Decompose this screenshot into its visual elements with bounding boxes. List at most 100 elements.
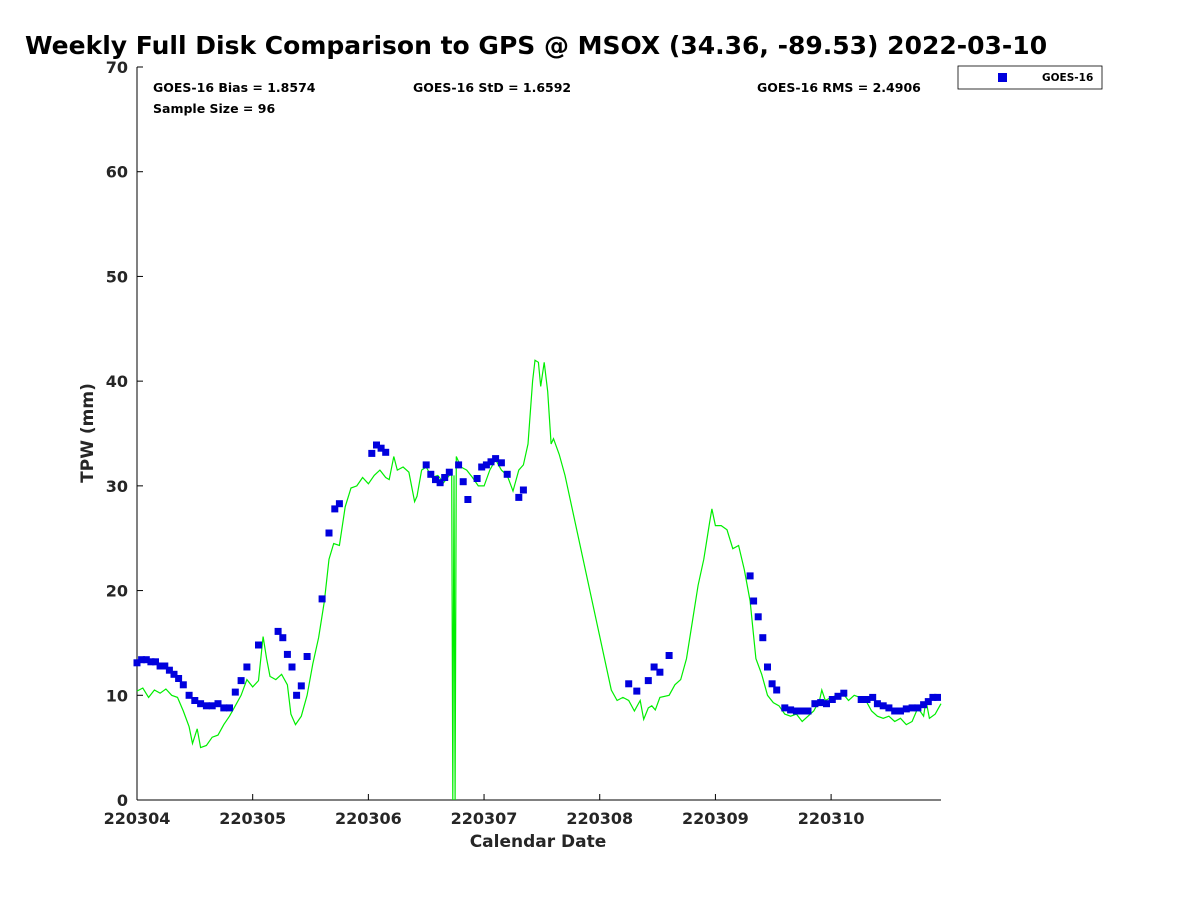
goes16-point xyxy=(152,658,159,666)
goes16-point xyxy=(478,463,486,471)
goes16-point xyxy=(179,681,187,689)
chart-title: Weekly Full Disk Comparison to GPS @ MSO… xyxy=(25,31,1047,60)
goes16-point xyxy=(897,707,904,715)
plot-area: 0 10 20 30 40 50 60 70 220304 220305 220306 220307… xyxy=(104,58,942,828)
goes16-point xyxy=(914,704,922,712)
goes16-point xyxy=(759,634,767,642)
goes16-point xyxy=(750,597,758,605)
goes16-point xyxy=(804,707,812,715)
goes16-point xyxy=(929,693,937,701)
goes16-point xyxy=(161,662,169,670)
goes16-point xyxy=(133,659,141,667)
goes16-point xyxy=(879,702,887,710)
goes16-point xyxy=(432,476,439,484)
goes16-point xyxy=(885,704,893,712)
goes16-point xyxy=(656,668,664,676)
y-tick-label: 0 xyxy=(117,791,128,810)
goes16-point xyxy=(303,653,311,660)
goes16-point xyxy=(787,706,795,714)
goes16-point xyxy=(197,700,205,708)
x-tick-label: 220309 xyxy=(682,809,749,828)
goes16-point xyxy=(650,663,658,671)
y-tick-label: 40 xyxy=(106,372,128,391)
goes16-point xyxy=(208,702,216,710)
y-tick-label: 20 xyxy=(106,582,128,601)
goes16-point xyxy=(156,662,164,670)
goes16-point xyxy=(834,692,842,700)
goes16-point xyxy=(274,627,282,635)
goes16-point xyxy=(165,666,173,674)
goes16-point xyxy=(519,486,527,494)
goes16-point xyxy=(226,704,233,712)
goes16-point xyxy=(297,682,305,690)
goes16-point xyxy=(335,500,343,508)
goes16-point xyxy=(202,702,210,710)
y-axis-label: TPW (mm) xyxy=(78,383,98,483)
legend-marker-goes16 xyxy=(998,73,1007,82)
goes16-point xyxy=(665,652,673,659)
goes16-point xyxy=(644,677,652,685)
goes16-point xyxy=(283,650,291,658)
goes16-point xyxy=(768,680,776,688)
goes16-point xyxy=(811,700,819,708)
goes16-point xyxy=(487,458,495,466)
x-tick-label: 220308 xyxy=(566,809,633,828)
goes16-point xyxy=(368,449,376,457)
goes16-point xyxy=(792,707,800,715)
goes16-point xyxy=(231,688,239,696)
goes16-point xyxy=(255,641,262,649)
goes16-point xyxy=(377,444,385,452)
goes16-point xyxy=(191,697,199,704)
goes16-point xyxy=(318,595,326,603)
gps-series-line xyxy=(136,359,942,801)
goes16-point xyxy=(857,696,865,703)
y-tick-label: 60 xyxy=(106,163,128,182)
x-tick-label: 220307 xyxy=(451,809,518,828)
y-tick-label: 70 xyxy=(106,58,128,77)
goes16-point xyxy=(924,698,932,706)
goes16-point xyxy=(840,689,848,697)
goes16-point xyxy=(185,691,193,699)
stat-bias: GOES-16 Bias = 1.8574 xyxy=(153,80,316,95)
goes16-point xyxy=(373,441,380,449)
goes16-point xyxy=(382,448,390,456)
goes16-point xyxy=(773,686,781,694)
goes16-point xyxy=(764,663,771,671)
goes16-point xyxy=(902,705,910,713)
stat-rms: GOES-16 RMS = 2.4906 xyxy=(757,80,921,95)
goes16-point xyxy=(863,696,871,703)
goes16-point xyxy=(823,700,830,708)
y-tick-label: 50 xyxy=(106,267,128,286)
goes16-point xyxy=(473,475,481,482)
goes16-point xyxy=(422,461,430,469)
goes16-point xyxy=(445,468,453,476)
gps-series xyxy=(136,359,942,801)
goes16-point xyxy=(798,707,806,715)
goes16-point xyxy=(492,455,500,463)
goes16-point xyxy=(427,470,435,478)
goes16-point xyxy=(142,656,150,664)
goes16-point xyxy=(436,479,444,487)
goes16-point xyxy=(138,656,146,664)
goes16-point xyxy=(908,704,916,712)
goes16-point xyxy=(293,691,301,699)
goes16-point xyxy=(497,459,505,467)
goes16-point xyxy=(325,529,333,537)
goes16-point xyxy=(934,693,941,701)
goes16-point xyxy=(503,470,511,478)
goes16-point xyxy=(828,696,836,703)
x-axis-label: Calendar Date xyxy=(470,832,607,852)
x-tick-label: 220305 xyxy=(219,809,286,828)
stat-std: GOES-16 StD = 1.6592 xyxy=(413,80,571,95)
goes16-point xyxy=(781,704,789,712)
goes16-point xyxy=(515,493,523,501)
y-ticks: 0 10 20 30 40 50 60 70 xyxy=(106,58,143,810)
x-tick-label: 220306 xyxy=(335,809,402,828)
goes16-point xyxy=(279,634,287,642)
goes16-point xyxy=(625,680,633,688)
x-tick-label: 220304 xyxy=(104,809,171,828)
goes16-point xyxy=(331,505,339,513)
goes16-point xyxy=(175,675,183,682)
x-ticks: 220304 220305 220306 220307 220308 220309 2203… xyxy=(104,794,864,828)
